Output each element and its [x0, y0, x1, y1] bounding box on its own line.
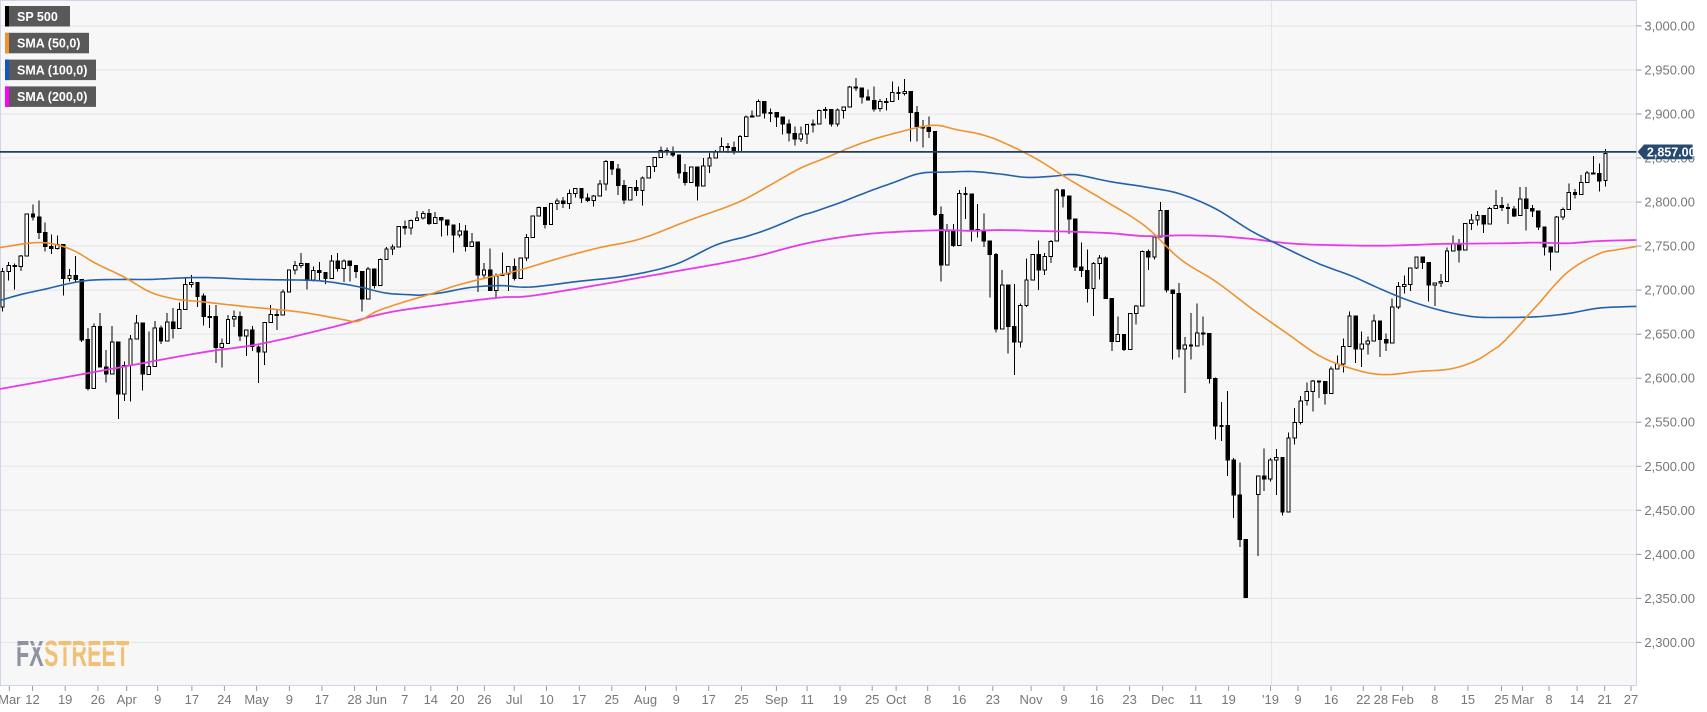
svg-text:14: 14: [1570, 692, 1584, 707]
svg-text:23: 23: [1122, 692, 1136, 707]
svg-text:17: 17: [572, 692, 586, 707]
svg-text:2,857.00: 2,857.00: [1647, 146, 1696, 160]
svg-text:2,500.00: 2,500.00: [1644, 459, 1695, 474]
svg-text:25: 25: [865, 692, 879, 707]
svg-text:SMA (50,0): SMA (50,0): [17, 37, 80, 51]
svg-text:11: 11: [1189, 692, 1203, 707]
svg-text:11: 11: [800, 692, 814, 707]
svg-text:23: 23: [986, 692, 1000, 707]
svg-text:9: 9: [1060, 692, 1067, 707]
svg-text:2,300.00: 2,300.00: [1644, 635, 1695, 650]
svg-text:Apr: Apr: [117, 692, 138, 707]
svg-text:SMA (100,0): SMA (100,0): [17, 63, 87, 77]
svg-text:Nov: Nov: [1020, 692, 1044, 707]
svg-text:24: 24: [217, 692, 231, 707]
svg-text:Jul: Jul: [506, 692, 523, 707]
svg-text:Jun: Jun: [366, 692, 387, 707]
svg-text:2,750.00: 2,750.00: [1644, 239, 1695, 254]
svg-text:8: 8: [1545, 692, 1552, 707]
svg-text:12: 12: [25, 692, 39, 707]
svg-text:9: 9: [673, 692, 680, 707]
svg-text:STREET: STREET: [44, 634, 129, 674]
svg-text:SP 500: SP 500: [17, 10, 58, 24]
svg-text:8: 8: [1431, 692, 1438, 707]
svg-text:2,650.00: 2,650.00: [1644, 327, 1695, 342]
svg-text:19: 19: [833, 692, 847, 707]
svg-text:28: 28: [1374, 692, 1388, 707]
svg-text:Oct: Oct: [886, 692, 907, 707]
svg-text:17: 17: [315, 692, 329, 707]
svg-text:17: 17: [701, 692, 715, 707]
svg-text:9: 9: [286, 692, 293, 707]
svg-text:19: 19: [1221, 692, 1235, 707]
svg-text:28: 28: [347, 692, 361, 707]
svg-text:2,550.00: 2,550.00: [1644, 415, 1695, 430]
svg-text:FX: FX: [16, 634, 44, 674]
svg-text:26: 26: [91, 692, 105, 707]
svg-text:9: 9: [1294, 692, 1301, 707]
svg-text:3,000.00: 3,000.00: [1644, 18, 1695, 33]
svg-text:2,700.00: 2,700.00: [1644, 283, 1695, 298]
svg-text:16: 16: [1324, 692, 1338, 707]
svg-text:May: May: [244, 692, 269, 707]
svg-text:26: 26: [477, 692, 491, 707]
svg-text:Feb: Feb: [1391, 692, 1413, 707]
svg-text:16: 16: [952, 692, 966, 707]
svg-text:2,350.00: 2,350.00: [1644, 591, 1695, 606]
svg-text:20: 20: [450, 692, 464, 707]
svg-text:14: 14: [424, 692, 438, 707]
svg-text:17: 17: [185, 692, 199, 707]
svg-text:21: 21: [1597, 692, 1611, 707]
svg-text:'19: '19: [1262, 692, 1279, 707]
svg-text:Aug: Aug: [634, 692, 657, 707]
svg-text:2,450.00: 2,450.00: [1644, 503, 1695, 518]
svg-text:19: 19: [58, 692, 72, 707]
svg-text:25: 25: [734, 692, 748, 707]
svg-text:2,950.00: 2,950.00: [1644, 63, 1695, 78]
svg-text:15: 15: [1461, 692, 1475, 707]
svg-text:7: 7: [401, 692, 408, 707]
svg-text:9: 9: [154, 692, 161, 707]
svg-text:Mar: Mar: [1511, 692, 1534, 707]
svg-text:8: 8: [924, 692, 931, 707]
svg-text:2,600.00: 2,600.00: [1644, 371, 1695, 386]
svg-text:16: 16: [1090, 692, 1104, 707]
svg-text:2,900.00: 2,900.00: [1644, 107, 1695, 122]
svg-text:22: 22: [1356, 692, 1370, 707]
svg-text:25: 25: [605, 692, 619, 707]
svg-text:SMA (200,0): SMA (200,0): [17, 90, 87, 104]
svg-text:Dec: Dec: [1151, 692, 1175, 707]
svg-text:2,800.00: 2,800.00: [1644, 195, 1695, 210]
svg-text:Mar: Mar: [0, 692, 21, 707]
svg-text:10: 10: [539, 692, 553, 707]
svg-text:Sep: Sep: [765, 692, 788, 707]
svg-text:25: 25: [1494, 692, 1508, 707]
svg-text:27: 27: [1624, 692, 1638, 707]
svg-text:2,400.00: 2,400.00: [1644, 547, 1695, 562]
